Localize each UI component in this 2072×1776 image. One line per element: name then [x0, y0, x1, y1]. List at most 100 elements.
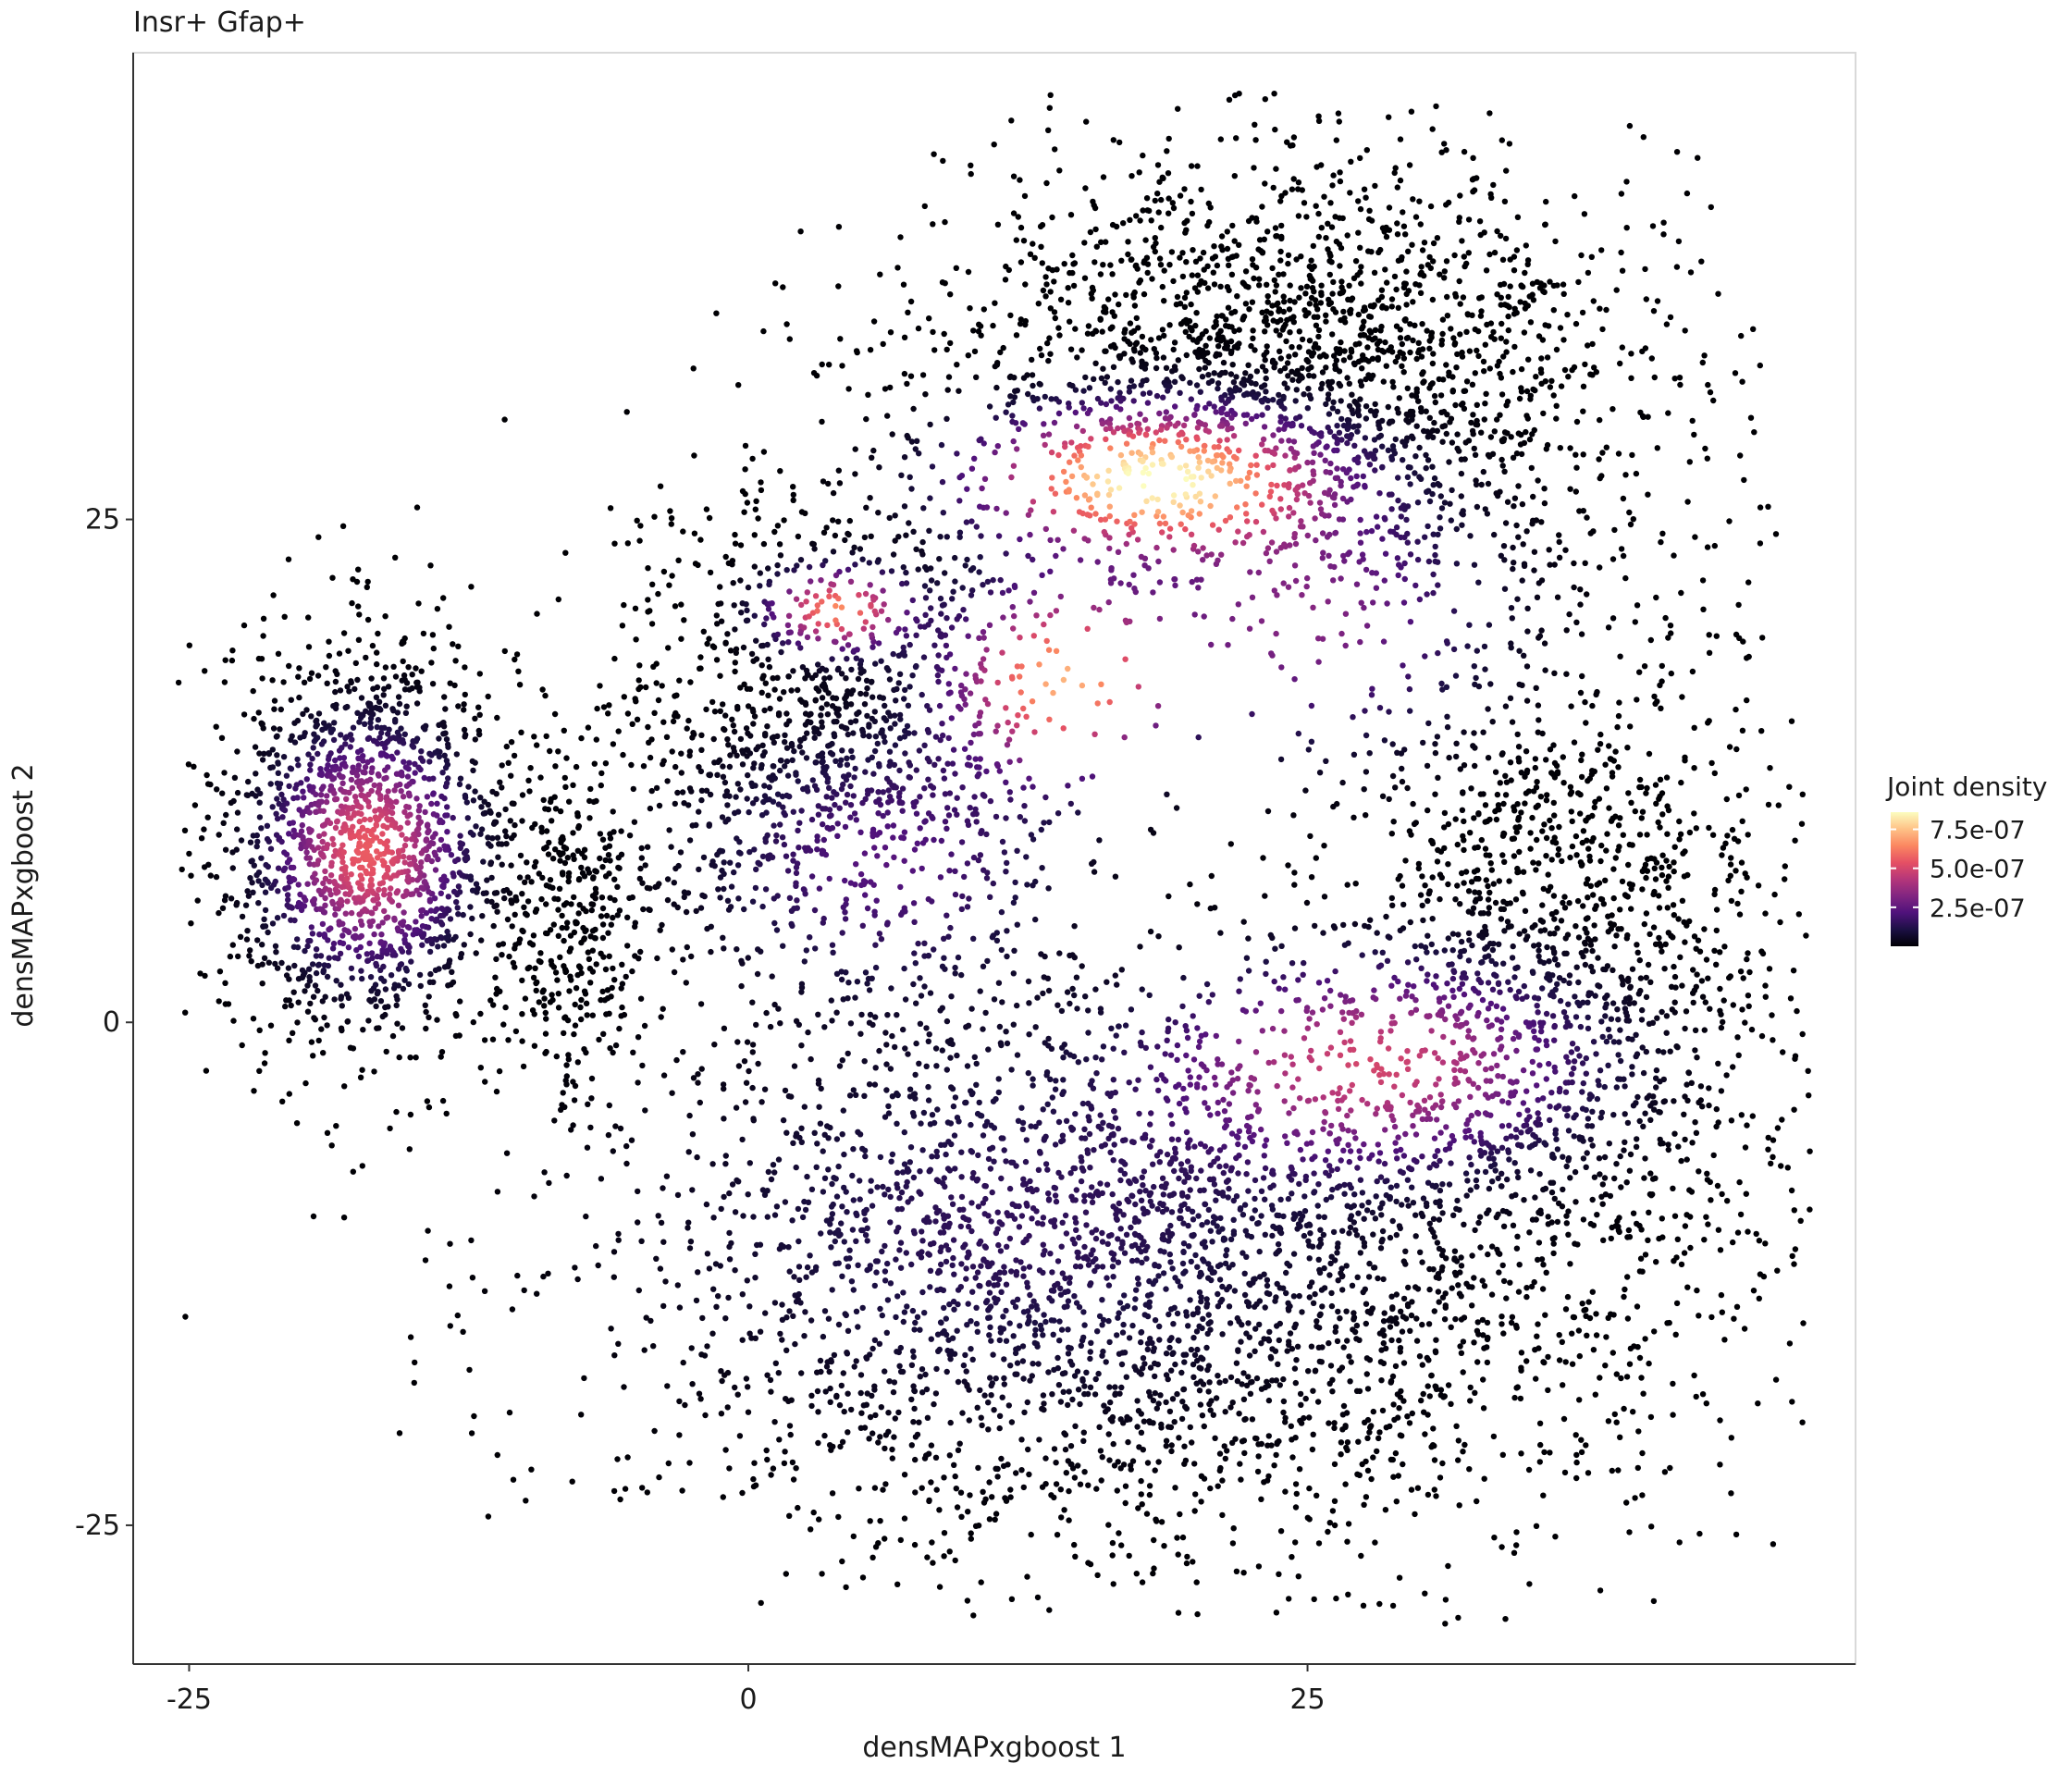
scatter-point: [985, 1426, 992, 1433]
scatter-point: [1350, 814, 1357, 820]
scatter-point: [570, 782, 576, 788]
scatter-point: [593, 1242, 599, 1250]
scatter-point: [1298, 1401, 1304, 1409]
scatter-point: [1719, 1309, 1726, 1315]
scatter-point: [1617, 1153, 1623, 1160]
scatter-point: [1659, 852, 1666, 858]
scatter-point: [954, 1504, 961, 1511]
scatter-point: [1560, 281, 1567, 288]
scatter-point: [1215, 1373, 1221, 1379]
scatter-point: [1410, 196, 1416, 203]
scatter-point: [1344, 232, 1350, 239]
scatter-point: [566, 798, 573, 805]
scatter-point: [1470, 431, 1476, 438]
scatter-point: [1682, 939, 1688, 945]
scatter-point: [425, 1227, 431, 1234]
scatter-point: [1142, 237, 1149, 243]
scatter-point: [557, 857, 563, 864]
scatter-point: [854, 349, 860, 356]
scatter-point: [782, 1449, 788, 1455]
scatter-point: [865, 391, 871, 398]
scatter-point: [1526, 436, 1534, 443]
scatter-point: [788, 1397, 795, 1403]
scatter-point: [494, 1451, 500, 1459]
scatter-point: [1512, 824, 1519, 831]
scatter-point: [1166, 893, 1172, 900]
scatter-point: [1193, 310, 1200, 316]
scatter-point: [1541, 1449, 1548, 1456]
scatter-point: [596, 1036, 602, 1043]
scatter-point: [399, 640, 405, 647]
scatter-point: [851, 544, 857, 550]
scatter-point: [1103, 348, 1109, 354]
scatter-point: [434, 606, 441, 612]
scatter-point: [1590, 298, 1597, 304]
scatter-point: [684, 1225, 691, 1231]
scatter-point: [743, 1375, 750, 1382]
scatter-point: [1537, 1207, 1544, 1214]
scatter-point: [1118, 257, 1125, 264]
scatter-point: [662, 1278, 669, 1285]
scatter-point: [1696, 1168, 1702, 1175]
scatter-point: [1461, 148, 1468, 155]
scatter-point: [1399, 778, 1406, 785]
scatter-point: [1179, 1534, 1187, 1541]
scatter-point: [1462, 1441, 1468, 1449]
scatter-point: [1458, 1254, 1464, 1261]
scatter-point: [1500, 1277, 1508, 1285]
scatter-point: [877, 271, 883, 278]
scatter-point: [1390, 384, 1397, 390]
scatter-point: [1412, 1284, 1419, 1290]
scatter-point: [352, 685, 358, 693]
scatter-point: [387, 1125, 393, 1132]
scatter-point: [820, 478, 827, 485]
scatter-point: [1249, 299, 1256, 305]
scatter-point: [1089, 860, 1095, 867]
scatter-point: [1787, 995, 1794, 1002]
scatter-point: [819, 705, 825, 711]
scatter-point: [1519, 500, 1526, 508]
scatter-point: [908, 1396, 915, 1403]
scatter-point: [592, 935, 598, 942]
scatter-point: [693, 821, 699, 829]
scatter-point: [1084, 330, 1092, 337]
scatter-point: [1350, 1326, 1356, 1333]
scatter-point: [598, 1176, 605, 1182]
scatter-point: [186, 642, 192, 648]
scatter-point: [910, 528, 917, 535]
scatter-point: [566, 988, 573, 994]
scatter-point: [790, 484, 796, 490]
scatter-point: [1534, 836, 1540, 844]
scatter-point: [704, 1343, 710, 1350]
scatter-point: [751, 1460, 758, 1466]
scatter-point: [1457, 192, 1463, 199]
scatter-point: [1632, 1495, 1638, 1501]
scatter-point: [234, 789, 241, 796]
scatter-point: [229, 942, 236, 948]
scatter-point: [1500, 800, 1507, 808]
scatter-point: [368, 675, 375, 682]
scatter-point: [685, 802, 692, 808]
scatter-point: [1367, 314, 1375, 320]
scatter-point: [286, 662, 292, 670]
scatter-point: [1312, 297, 1319, 303]
scatter-point: [218, 734, 226, 741]
scatter-point: [285, 556, 292, 562]
scatter-point: [1338, 1364, 1346, 1371]
scatter-point: [722, 712, 729, 719]
scatter-point: [638, 1238, 645, 1245]
scatter-point: [715, 1293, 722, 1300]
scatter-point: [1358, 264, 1364, 270]
scatter-point: [1713, 961, 1720, 968]
scatter-point: [727, 752, 734, 758]
scatter-point: [1181, 219, 1188, 227]
scatter-point: [1718, 1024, 1725, 1031]
scatter-point: [725, 742, 732, 748]
scatter-point: [1402, 231, 1409, 238]
scatter-point: [1577, 689, 1585, 697]
scatter-point: [1139, 1501, 1145, 1508]
scatter-point: [1429, 126, 1436, 132]
scatter-point: [549, 856, 557, 862]
scatter-point: [1627, 521, 1634, 528]
scatter-point: [1442, 1290, 1449, 1297]
